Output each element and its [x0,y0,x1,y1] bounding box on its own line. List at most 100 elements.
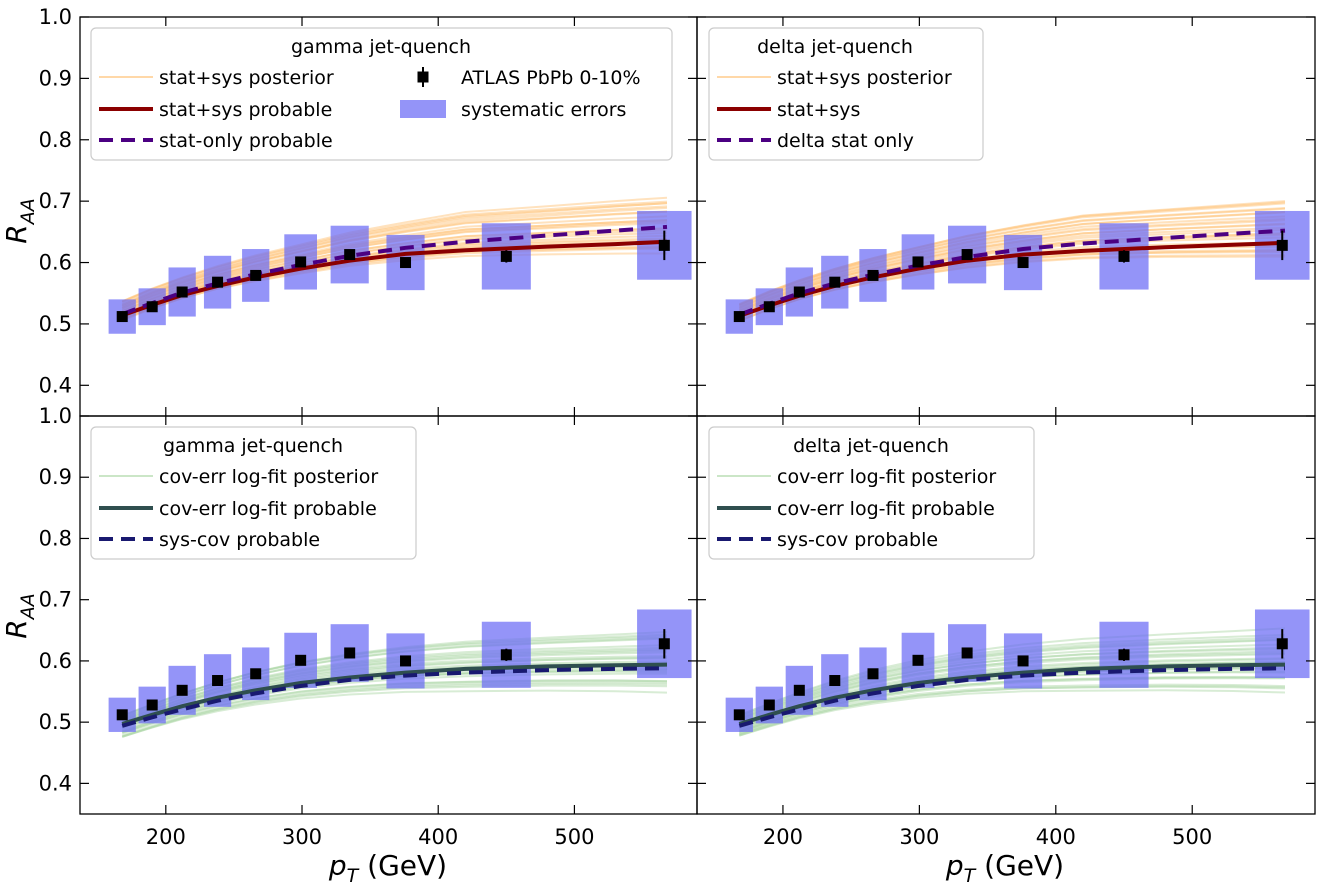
posterior-curve [739,685,1286,736]
legend-title: delta jet-quench [757,36,913,58]
data-point [176,286,188,298]
legend-title: gamma jet-quench [163,435,343,457]
legend-label: stat+sys posterior [777,67,952,89]
plot-area [725,200,1310,334]
legend-label: cov-err log-fit probable [777,498,995,520]
data-point [1017,655,1029,667]
data-point [344,249,356,261]
legend-handle-marker [417,71,429,83]
data-point [793,286,805,298]
data-point [763,301,775,313]
x-tick-label: 200 [146,825,186,849]
legend: delta jet-quench cov-err log-fit posterio… [708,426,1035,560]
x-tick-label: 300 [282,825,322,849]
y-tick-label: 0.9 [39,66,72,90]
data-point [250,269,262,281]
posterior-curve [121,679,668,734]
legend-label: stat+sys [777,99,860,121]
series-line-cov-err-log-fit-probable [121,662,668,726]
y-tick-label: 0.5 [39,312,72,336]
data-point [116,709,128,721]
y-tick-label: 0.8 [39,526,72,550]
data-point [500,649,512,661]
data-point [733,709,745,721]
posterior-curve [739,683,1286,735]
y-tick-label: 0.4 [39,771,72,795]
data-point [793,684,805,696]
series-line-delta-stat-only [738,228,1286,317]
panel-top-left: 0.4 0.5 0.6 0.7 0.8 0.9 1.0 gamma jet-quench sta… [39,5,698,417]
y-tick-label: 0.6 [39,251,72,275]
data-point [912,256,924,268]
data-point [1276,638,1288,650]
data-point [961,647,973,659]
series-line-stat-only-probable [121,224,668,316]
data-point [867,668,879,680]
panels-layer: 0.4 0.5 0.6 0.7 0.8 0.9 1.0 gamma jet-quench sta… [39,5,1316,849]
data-point [658,638,670,650]
x-tick-label: 400 [418,825,458,849]
data-point [829,675,841,687]
panel-bottom-right: 200 300 400 500 delta jet-quench cov-err log-… [696,415,1316,849]
y-tick-label: 0.7 [39,189,72,213]
x-label-unit: (GeV) [975,849,1064,882]
data-point [658,239,670,251]
legend-label: cov-err log-fit probable [159,498,377,520]
data-point [176,684,188,696]
atlas-data-points [116,629,670,721]
panel-bottom-left: 200 300 400 500 0.4 0.5 0.6 0.7 0.8 0.9 1.0 gamma j… [39,404,698,849]
y-axis-label-top: RAA [0,198,39,243]
y-tick-label: 0.4 [39,373,72,397]
data-point [146,301,158,313]
x-tick-label: 300 [899,825,939,849]
data-point [400,257,412,269]
legend-label: ATLAS PbPb 0-10% [461,67,641,89]
posterior-curve [739,685,1286,737]
x-label-var: p [328,849,347,882]
plot-area [108,609,692,738]
x-label-unit: (GeV) [358,849,447,882]
plot-area [725,609,1310,737]
y-label-sub: AA [17,593,39,621]
y-tick-label: 0.5 [39,710,72,734]
legend: delta jet-quench stat+sys posterior stat+s… [708,27,984,161]
data-point [400,655,412,667]
plot-area [108,196,692,334]
y-axis-label-bottom: RAA [0,593,39,638]
atlas-data-points [733,629,1288,721]
posterior-curve [121,682,668,738]
data-point [1276,239,1288,251]
y-label-var: R [0,619,33,638]
svg-text:RAA: RAA [0,198,39,243]
x-label-sub: T [347,865,360,886]
atlas-data-points [116,230,670,323]
legend-label: systematic errors [461,99,626,121]
legend-box [90,426,417,560]
legend-handle-band [400,100,446,118]
posterior-curve [121,679,668,735]
posterior-curve [121,681,668,737]
data-point [763,699,775,711]
x-tick-label: 500 [554,825,594,849]
posterior-curve [121,684,668,738]
data-point [146,699,158,711]
data-point [344,647,356,659]
data-point [212,675,224,687]
legend-label: stat+sys posterior [159,67,334,89]
panel-top-right: delta jet-quench stat+sys posterior stat+s… [696,16,1316,417]
legend-label: stat-only probable [159,130,333,152]
posterior-curve [121,689,668,738]
x-axis-label-left: pT (GeV) [328,849,447,886]
y-tick-label: 1.0 [39,5,72,29]
data-point [1118,649,1130,661]
legend-label: stat+sys probable [159,99,332,121]
y-label-var: R [0,224,33,243]
x-axis-label-right: pT (GeV) [945,849,1064,886]
data-point [1017,257,1029,269]
y-tick-label: 0.7 [39,588,72,612]
legend-label: cov-err log-fit posterior [777,466,996,488]
y-tick-label: 1.0 [39,404,72,428]
legend: gamma jet-quench stat+sys posterior stat+s… [90,27,673,161]
data-point [250,668,262,680]
